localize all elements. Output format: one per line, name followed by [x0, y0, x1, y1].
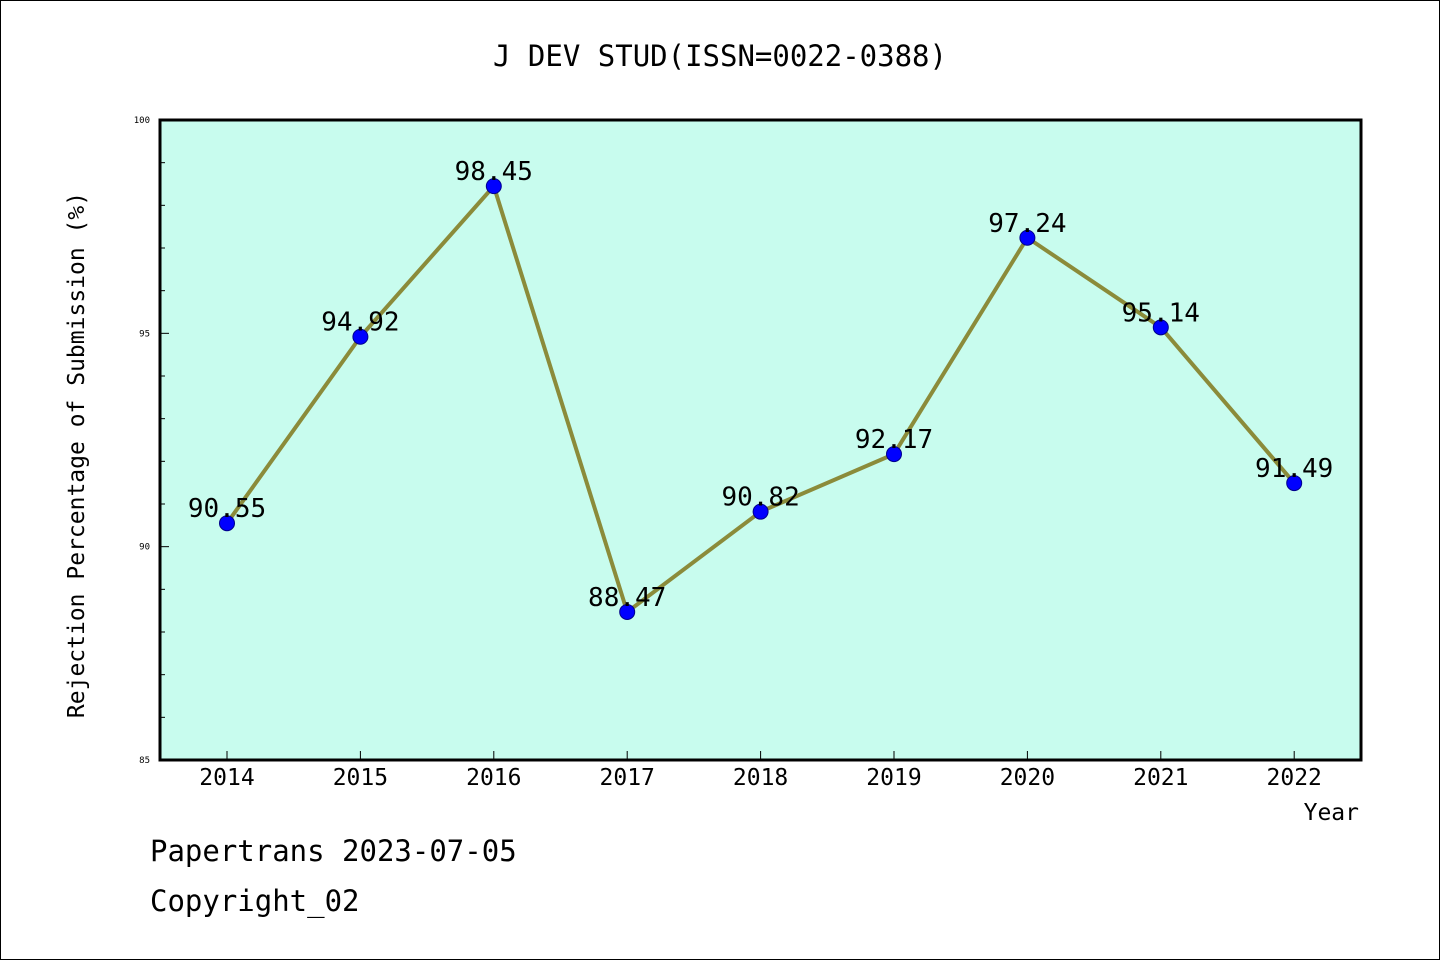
x-tick-label: 2015 [333, 765, 388, 791]
data-point [619, 603, 636, 620]
data-point [1152, 319, 1169, 336]
data-point [752, 503, 769, 520]
chart-title: J DEV STUD(ISSN=0022-0388) [493, 39, 947, 73]
data-point [1019, 229, 1036, 246]
footer-date-text: Papertrans 2023-07-05 [150, 834, 517, 868]
data-label: 95.14 [1122, 298, 1200, 328]
y-tick-label: 95 [139, 329, 150, 339]
plot-area [158, 118, 1363, 762]
y-tick-label: 100 [134, 116, 150, 126]
data-point [352, 328, 369, 345]
x-tick-label: 2020 [1000, 765, 1055, 791]
x-axis: 2014 2015 2016 2017 2018 2019 2020 2021 2022 [199, 751, 1322, 791]
footer-copyright-text: Copyright_02 [150, 884, 360, 918]
data-point [485, 178, 502, 195]
y-tick-label: 90 [139, 543, 150, 553]
y-tick-label: 85 [139, 756, 150, 766]
x-tick-label: 2021 [1133, 765, 1188, 791]
data-label: 98.45 [455, 157, 533, 187]
series-line-group: 90.55 94.92 98.45 88.47 90.82 92.17 97.24 95.14… [188, 157, 1333, 620]
y-axis-label: Rejection Percentage of Submission (%) [64, 192, 90, 718]
x-tick-label: 2017 [600, 765, 655, 791]
data-label: 94.92 [321, 308, 399, 338]
x-tick-label: 2016 [466, 765, 521, 791]
data-point [1286, 475, 1303, 492]
data-label: 91.49 [1255, 454, 1333, 484]
x-tick-label: 2022 [1267, 765, 1322, 791]
data-point [219, 515, 235, 532]
data-point [886, 446, 902, 463]
data-label: 90.55 [188, 494, 266, 524]
data-label: 88.47 [588, 583, 666, 613]
data-label: 92.17 [855, 425, 933, 455]
x-axis-label: Year [1304, 800, 1359, 826]
data-label: 90.82 [721, 483, 799, 513]
x-tick-label: 2014 [199, 765, 254, 791]
data-label: 97.24 [988, 209, 1066, 239]
x-tick-label: 2019 [866, 765, 921, 791]
x-tick-label: 2018 [733, 765, 788, 791]
y-axis: 85 90 95 100 [134, 116, 169, 766]
